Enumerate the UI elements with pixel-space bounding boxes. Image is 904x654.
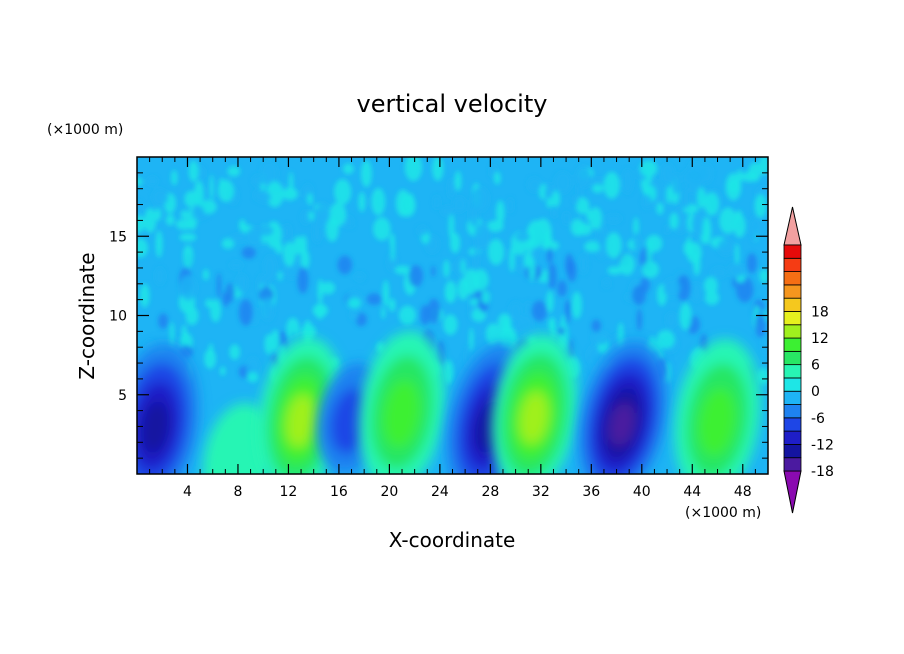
x-tick-label: 20 xyxy=(380,484,398,500)
x-tick: 16 xyxy=(330,157,348,500)
colorbar-min-arrow xyxy=(783,470,802,514)
colorbar-band xyxy=(783,271,802,286)
colorbar-band xyxy=(783,404,802,419)
x-tick: 4 xyxy=(183,157,192,500)
x-tick-label: 12 xyxy=(280,484,298,500)
colorbar-label: -12 xyxy=(811,437,834,453)
colorbar-band xyxy=(783,337,802,352)
x-tick-label: 36 xyxy=(582,484,600,500)
x-tick-label: 24 xyxy=(431,484,449,500)
colorbar-label: -6 xyxy=(811,411,825,427)
colorbar-band xyxy=(783,364,802,379)
colorbar-band xyxy=(783,417,802,432)
y-axis-label: Z-coordinate xyxy=(75,252,99,379)
colorbar-label: -18 xyxy=(811,464,834,480)
y-tick-label: 5 xyxy=(118,388,127,404)
colorbar: 18 12 6 0 -6 -12 -18 xyxy=(783,206,834,514)
x-tick-label: 16 xyxy=(330,484,348,500)
chart-title: vertical velocity xyxy=(357,90,548,118)
velocity-cell xyxy=(491,334,578,474)
velocity-cell xyxy=(358,331,446,474)
x-axis-label: X-coordinate xyxy=(389,528,516,552)
x-tick: 28 xyxy=(481,157,499,500)
x-tick-label: 40 xyxy=(633,484,651,500)
colorbar-label: 6 xyxy=(811,358,820,374)
x-tick: 20 xyxy=(380,157,398,500)
x-unit-label: (×1000 m) xyxy=(685,505,761,521)
colorbar-band xyxy=(783,430,802,445)
x-tick: 44 xyxy=(683,157,701,500)
colorbar-band xyxy=(783,324,802,339)
velocity-cell xyxy=(203,402,273,474)
x-tick-label: 44 xyxy=(683,484,701,500)
x-tick: 32 xyxy=(532,157,550,500)
colorbar-band xyxy=(783,377,802,392)
colorbar-band xyxy=(783,244,802,259)
colorbar-label: 0 xyxy=(811,384,820,400)
velocity-cell xyxy=(674,339,761,474)
colorbar-band xyxy=(783,297,802,312)
x-tick: 24 xyxy=(431,157,449,500)
colorbar-band xyxy=(783,311,802,326)
x-axis: 4 8 12 16 20 24 28 32 36 40 44 48 xyxy=(149,157,756,500)
colorbar-band xyxy=(783,257,802,272)
colorbar-band xyxy=(783,444,802,459)
colorbar-band xyxy=(783,350,802,366)
y-axis: 5 10 15 xyxy=(109,172,768,459)
x-tick-label: 32 xyxy=(532,484,550,500)
x-tick: 40 xyxy=(633,157,651,500)
y-tick-label: 10 xyxy=(109,309,127,325)
x-tick: 36 xyxy=(582,157,600,500)
x-tick-label: 4 xyxy=(183,484,192,500)
x-tick: 12 xyxy=(280,157,298,500)
y-tick: 15 xyxy=(109,229,768,245)
velocity-cell xyxy=(578,341,668,474)
x-tick: 48 xyxy=(734,157,752,500)
plot-area xyxy=(137,157,768,474)
colorbar-label: 18 xyxy=(811,305,829,321)
y-tick: 10 xyxy=(109,309,768,325)
y-tick: 5 xyxy=(118,388,768,404)
x-tick-label: 8 xyxy=(233,484,242,500)
colorbar-band xyxy=(783,457,802,472)
x-tick: 8 xyxy=(233,157,242,500)
colorbar-band xyxy=(783,390,802,405)
y-tick-label: 15 xyxy=(109,229,127,245)
velocity-cell xyxy=(137,343,199,474)
x-tick-label: 48 xyxy=(734,484,752,500)
convective-cells xyxy=(137,331,761,474)
colorbar-max-arrow xyxy=(783,206,802,246)
colorbar-band xyxy=(783,284,802,299)
x-tick-label: 28 xyxy=(481,484,499,500)
colorbar-label: 12 xyxy=(811,331,829,347)
y-unit-label: (×1000 m) xyxy=(47,122,123,138)
